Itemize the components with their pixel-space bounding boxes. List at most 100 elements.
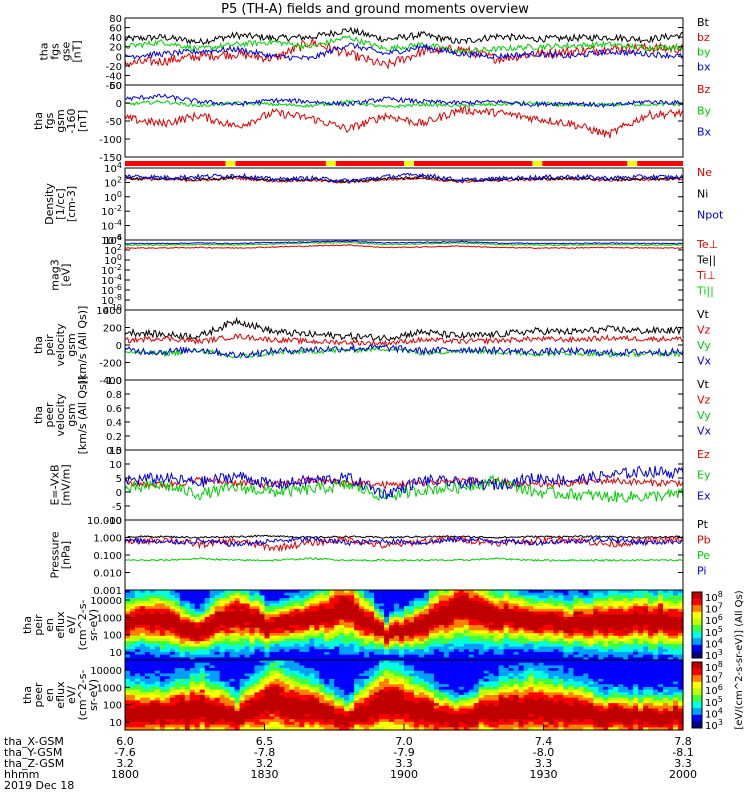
ytick-label: 1.000	[93, 534, 122, 545]
ytick-label: 104	[104, 161, 122, 175]
legend-Bx: Bx	[697, 126, 712, 139]
ylabel-line: [cm-3]	[65, 186, 78, 222]
legend-By: By	[697, 104, 712, 117]
legend-Ti⊥: Ti⊥	[696, 269, 716, 282]
ylabel-line: [nT]	[71, 40, 84, 62]
ylabel-line: [nT]	[76, 110, 89, 132]
series-line-Bz	[125, 106, 683, 138]
ytick-label: 0.2	[106, 432, 122, 443]
panel-frame	[125, 240, 683, 310]
legend-Ti||: Ti||	[696, 285, 714, 298]
ytick-label: 102	[104, 175, 122, 189]
ylabel-line: [mV/m]	[60, 464, 73, 505]
ylabel-line: [km/s (All Qs)]	[76, 376, 89, 455]
legend-Vz: Vz	[697, 394, 711, 407]
series-line-Ex	[125, 466, 683, 499]
ytick-label: 0	[116, 488, 122, 499]
legend-Ex: Ex	[697, 489, 711, 502]
panel-frame	[125, 310, 683, 380]
legend-Bz: Bz	[697, 83, 711, 96]
legend-Bt: Bt	[697, 16, 710, 29]
legend-Vz: Vz	[697, 324, 711, 337]
legend-Vy: Vy	[697, 409, 711, 422]
panel-pressure: Pressure[nPa] Pt Pb Pe Pi	[49, 518, 711, 590]
legend-Pi: Pi	[697, 565, 706, 578]
series-line-Bt	[125, 28, 683, 45]
ytick-label: 0.8	[106, 390, 122, 401]
ytick-label: 400	[103, 306, 122, 317]
ytick-label: 5	[116, 474, 122, 485]
series-line-Pe	[125, 558, 683, 561]
legend-bx: bx	[697, 60, 711, 73]
legend-Vx: Vx	[697, 355, 712, 368]
ytick-label: -50	[106, 117, 122, 128]
ytick-label: 200	[103, 324, 122, 335]
legend-Vt: Vt	[697, 378, 710, 391]
legend-Npot: Npot	[697, 209, 724, 222]
ytick-label: 15	[109, 446, 122, 457]
ytick-label: 0.4	[106, 418, 122, 429]
series-line-Vx	[125, 345, 683, 358]
ytick-label: 1000	[97, 613, 122, 624]
ylabel-line: [nPa]	[60, 541, 73, 569]
ytick-label: 100	[103, 631, 122, 642]
panel-frame	[125, 520, 683, 590]
legend-Ez: Ez	[697, 448, 710, 461]
series-line-bx	[125, 43, 683, 60]
panel-temperature: mag3[eV] Te⊥ Te|| Ti⊥ Ti||	[49, 238, 719, 310]
panel-efield: E=-VxB[mV/m] Ez Ey Ex	[49, 448, 711, 520]
figure-title: P5 (TH-A) fields and ground moments over…	[221, 2, 529, 17]
ytick-label: 0.6	[106, 404, 122, 415]
ylabel-line: [km/s (All Qs)]	[76, 306, 89, 385]
legend-Vx: Vx	[697, 425, 712, 438]
ytick-label: -5	[112, 502, 122, 513]
panel-frame	[125, 380, 683, 450]
ytick-label: -200	[99, 359, 122, 370]
ytick-label: 10-4	[101, 219, 122, 233]
legend-by: by	[697, 46, 711, 59]
ytick-label: 0.100	[93, 551, 122, 562]
ytick-label: -100	[99, 135, 122, 146]
legend-bz: bz	[697, 31, 710, 44]
ytick-label: 0	[116, 341, 122, 352]
legend-Vy: Vy	[697, 339, 711, 352]
ytick-label: 10.000	[87, 516, 122, 527]
series-line-Vt	[125, 319, 683, 341]
ytick-label: 0.010	[93, 569, 122, 580]
panel-ylabel-density: Density[1/cc][cm-3]	[43, 183, 78, 225]
legend-Pe: Pe	[697, 549, 710, 562]
ytick-label: 10	[109, 460, 122, 471]
panel-ylabel-pressure: Pressure[nPa]	[49, 531, 73, 578]
ytick-label: 100	[104, 190, 122, 204]
panel-ylabel-temperature: mag3[eV]	[49, 259, 73, 290]
ylabel-line: [eV]	[60, 264, 73, 287]
ytick-label: 10-2	[101, 204, 122, 218]
ytick-label: 10	[109, 648, 122, 659]
legend-Vt: Vt	[697, 308, 710, 321]
ytick-label: 10000	[90, 596, 122, 607]
legend-Te||: Te||	[696, 254, 716, 267]
legend-Ey: Ey	[697, 469, 711, 482]
legend-Pb: Pb	[697, 534, 711, 547]
series-line-Tb	[125, 241, 683, 244]
legend-Te⊥: Te⊥	[696, 238, 718, 251]
legend-Pt: Pt	[697, 518, 709, 531]
ytick-label: 0	[116, 99, 122, 110]
panel-ylabel-efield: E=-VxB[mV/m]	[49, 464, 73, 505]
ytick-label: 1.0	[106, 376, 122, 387]
ytick-label: 50	[109, 81, 122, 92]
panel-frame	[125, 85, 683, 157]
